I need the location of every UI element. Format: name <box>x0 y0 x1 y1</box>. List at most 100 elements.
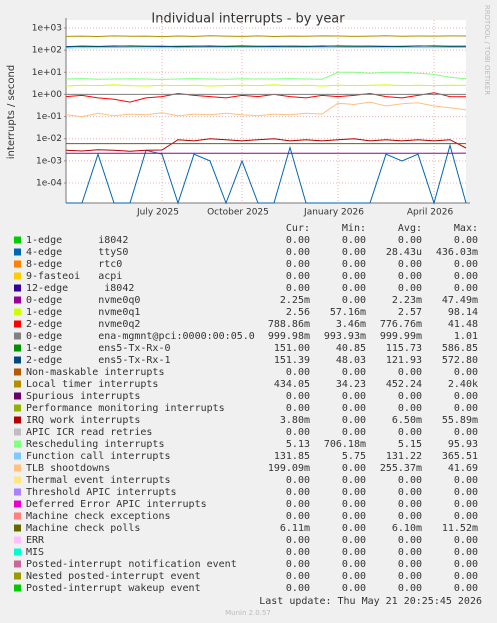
legend-label: Threshold APIC interrupts <box>26 487 177 498</box>
table-cell: 0.00 <box>342 535 366 546</box>
table-cell: 0.00 <box>454 475 478 486</box>
legend-swatch <box>14 236 21 244</box>
legend-label: MIS <box>26 547 44 558</box>
table-cell: 0.00 <box>286 235 310 246</box>
legend-swatch <box>14 584 21 592</box>
table-cell: 0.00 <box>286 487 310 498</box>
table-cell: 55.89m <box>442 415 478 426</box>
table-cell: 0.00 <box>398 367 422 378</box>
legend-label: 8-edge rtc0 <box>26 259 122 270</box>
table-cell: 0.00 <box>454 271 478 282</box>
table-cell: 41.48 <box>448 319 478 330</box>
table-cell: 0.00 <box>286 367 310 378</box>
y-tick-label: 1e+03 <box>32 24 62 34</box>
table-cell: 776.76m <box>380 319 422 330</box>
series-line <box>65 92 467 103</box>
series-line <box>65 138 467 152</box>
table-cell: 3.80m <box>280 415 310 426</box>
legend-label: Posted-interrupt wakeup event <box>26 583 201 594</box>
legend-label: 12-edge i8042 <box>26 283 134 294</box>
table-header: Min: <box>342 223 366 234</box>
table-cell: 0.00 <box>342 295 366 306</box>
table-cell: 0.00 <box>286 571 310 582</box>
table-cell: 0.00 <box>286 559 310 570</box>
table-cell: 999.99m <box>380 331 422 342</box>
legend-label: Deferred Error APIC interrupts <box>26 499 207 510</box>
footer: Munin 2.0.57 <box>225 609 271 617</box>
table-cell: 0.00 <box>342 511 366 522</box>
table-cell: 0.00 <box>286 475 310 486</box>
table-cell: 0.00 <box>286 391 310 402</box>
table-cell: 0.00 <box>342 427 366 438</box>
table-cell: 0.00 <box>454 511 478 522</box>
table-cell: 0.00 <box>398 487 422 498</box>
table-cell: 0.00 <box>286 403 310 414</box>
legend-swatch <box>14 296 21 304</box>
legend-label: Function call interrupts <box>26 451 171 462</box>
table-cell: 0.00 <box>342 271 366 282</box>
table-cell: 436.03m <box>436 247 478 258</box>
legend-swatch <box>14 320 21 328</box>
y-tick-label: 1e-01 <box>36 112 62 122</box>
legend-swatch <box>14 260 21 268</box>
table-cell: 0.00 <box>398 499 422 510</box>
table-cell: 0.00 <box>454 283 478 294</box>
table-cell: 0.00 <box>454 403 478 414</box>
table-cell: 0.00 <box>342 523 366 534</box>
table-header: Avg: <box>398 223 422 234</box>
table-cell: 0.00 <box>342 391 366 402</box>
table-cell: 0.00 <box>286 499 310 510</box>
table-cell: 993.93m <box>324 331 366 342</box>
table-cell: 2.57 <box>398 307 422 318</box>
table-cell: 121.93 <box>386 355 422 366</box>
legend-swatch <box>14 404 21 412</box>
table-cell: 0.00 <box>286 547 310 558</box>
series-line <box>66 143 467 205</box>
legend-label: Rescheduling interrupts <box>26 439 164 450</box>
table-cell: 0.00 <box>454 367 478 378</box>
legend-swatch <box>14 428 21 436</box>
table-cell: 434.05 <box>274 379 310 390</box>
table-cell: 0.00 <box>454 547 478 558</box>
table-cell: 199.09m <box>268 463 310 474</box>
table-cell: 0.00 <box>286 511 310 522</box>
table-cell: 706.18m <box>324 439 366 450</box>
legend-swatch <box>14 500 21 508</box>
table-cell: 5.75 <box>342 451 366 462</box>
legend-swatch <box>14 368 21 376</box>
legend-label: Spurious interrupts <box>26 391 140 402</box>
y-tick-label: 1e-04 <box>36 179 62 189</box>
series-line <box>65 46 466 49</box>
table-cell: 0.00 <box>398 271 422 282</box>
table-cell: 3.46m <box>336 319 366 330</box>
table-cell: 0.00 <box>398 427 422 438</box>
legend-swatch <box>14 476 21 484</box>
series-line <box>65 101 467 118</box>
table-cell: 0.00 <box>454 535 478 546</box>
legend-label: ERR <box>26 535 45 546</box>
table-cell: 0.00 <box>454 391 478 402</box>
table-header: Max: <box>454 223 478 234</box>
legend-label: Posted-interrupt notification event <box>26 559 237 570</box>
legend-swatch <box>14 464 21 472</box>
legend-label: 1-edge i8042 <box>26 235 128 246</box>
legend-swatch <box>14 380 21 388</box>
table-cell: 0.00 <box>286 283 310 294</box>
table-cell: 365.51 <box>442 451 478 462</box>
legend-swatch <box>14 284 21 292</box>
y-tick-label: 1e+00 <box>32 90 63 100</box>
y-tick-label: 1e-03 <box>36 156 62 166</box>
legend-label: 1-edge ens5-Tx-Rx-0 <box>26 343 171 354</box>
table-cell: 47.49m <box>442 295 478 306</box>
table-cell: 6.50m <box>392 415 422 426</box>
table-cell: 0.00 <box>398 535 422 546</box>
legend-swatch <box>14 512 21 520</box>
table-cell: 0.00 <box>398 283 422 294</box>
table-cell: 6.10m <box>392 523 422 534</box>
table-cell: 0.00 <box>454 259 478 270</box>
table-cell: 34.23 <box>336 379 366 390</box>
legend-label: 0-edge ena-mgmnt@pci:0000:00:05.0 <box>26 331 255 342</box>
series-line <box>65 84 467 87</box>
